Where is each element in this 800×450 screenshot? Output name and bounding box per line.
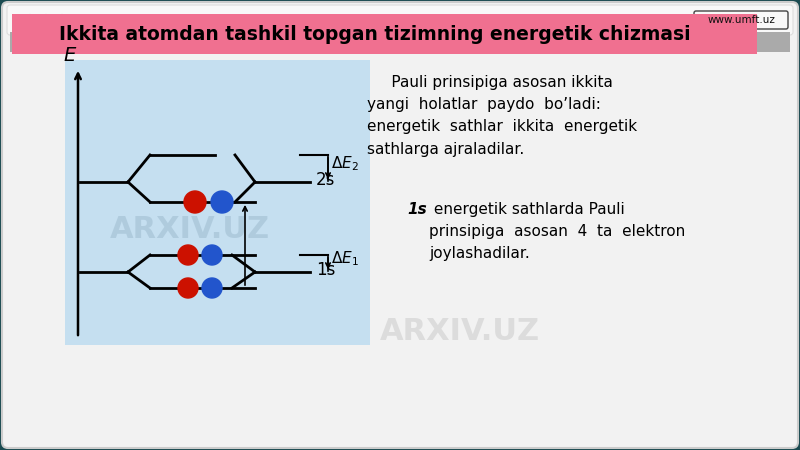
Text: 2s: 2s: [316, 171, 335, 189]
Text: ARXIV.UZ: ARXIV.UZ: [380, 318, 540, 346]
Bar: [12, 14, 757, 54]
FancyBboxPatch shape: [694, 11, 788, 29]
Text: Ikkita atomdan tashkil topgan tizimning energetik chizmasi: Ikkita atomdan tashkil topgan tizimning …: [59, 24, 691, 44]
Bar: [65, 60, 370, 345]
Circle shape: [202, 278, 222, 298]
Bar: [10, 32, 790, 52]
FancyBboxPatch shape: [7, 5, 793, 35]
Circle shape: [184, 191, 206, 213]
Circle shape: [178, 278, 198, 298]
Text: $\Delta E_2$: $\Delta E_2$: [331, 154, 358, 173]
Circle shape: [202, 245, 222, 265]
Text: ARXIV.UZ: ARXIV.UZ: [110, 216, 270, 244]
Circle shape: [211, 191, 233, 213]
Circle shape: [178, 245, 198, 265]
Text: E: E: [64, 46, 76, 65]
Text: 1s: 1s: [316, 261, 335, 279]
Text: 1s: 1s: [407, 202, 426, 217]
Text: www.umft.uz: www.umft.uz: [707, 15, 775, 25]
Text: Pauli prinsipiga asosan ikkita
yangi  holatlar  paydo  bo’ladi:
energetik  sathl: Pauli prinsipiga asosan ikkita yangi hol…: [367, 75, 637, 157]
Text: energetik sathlarda Pauli
prinsipiga  asosan  4  ta  elektron
joylashadilar.: energetik sathlarda Pauli prinsipiga aso…: [429, 202, 686, 261]
Text: $\Delta E_1$: $\Delta E_1$: [331, 249, 358, 268]
